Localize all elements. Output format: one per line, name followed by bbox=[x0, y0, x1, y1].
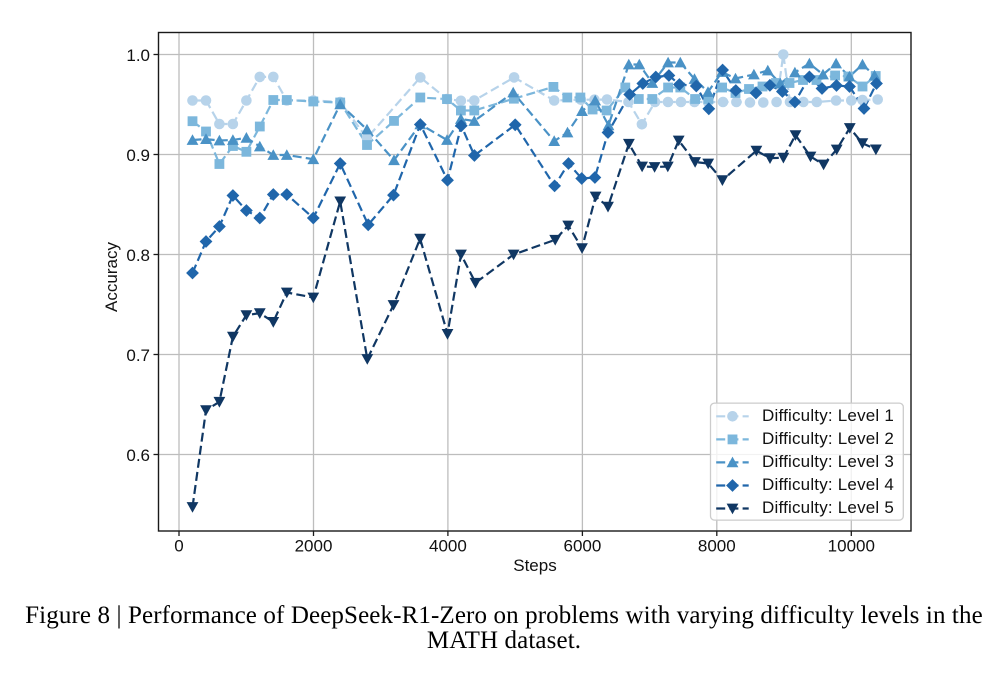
svg-text:Difficulty: Level 4: Difficulty: Level 4 bbox=[762, 475, 894, 494]
svg-text:1.0: 1.0 bbox=[126, 46, 150, 65]
svg-text:0: 0 bbox=[174, 537, 183, 556]
svg-text:0.9: 0.9 bbox=[126, 146, 150, 165]
svg-text:Steps: Steps bbox=[513, 556, 556, 575]
svg-text:Difficulty: Level 2: Difficulty: Level 2 bbox=[762, 429, 894, 448]
svg-text:0.8: 0.8 bbox=[126, 246, 150, 265]
svg-text:Accuracy: Accuracy bbox=[102, 242, 121, 312]
svg-text:10000: 10000 bbox=[828, 537, 875, 556]
svg-text:8000: 8000 bbox=[698, 537, 736, 556]
svg-text:6000: 6000 bbox=[563, 537, 601, 556]
svg-text:Difficulty: Level 5: Difficulty: Level 5 bbox=[762, 498, 894, 517]
svg-text:Difficulty: Level 3: Difficulty: Level 3 bbox=[762, 452, 894, 471]
svg-text:2000: 2000 bbox=[295, 537, 333, 556]
svg-text:Difficulty: Level 1: Difficulty: Level 1 bbox=[762, 406, 894, 425]
svg-text:0.7: 0.7 bbox=[126, 346, 150, 365]
svg-text:0.6: 0.6 bbox=[126, 446, 150, 465]
svg-text:4000: 4000 bbox=[429, 537, 467, 556]
